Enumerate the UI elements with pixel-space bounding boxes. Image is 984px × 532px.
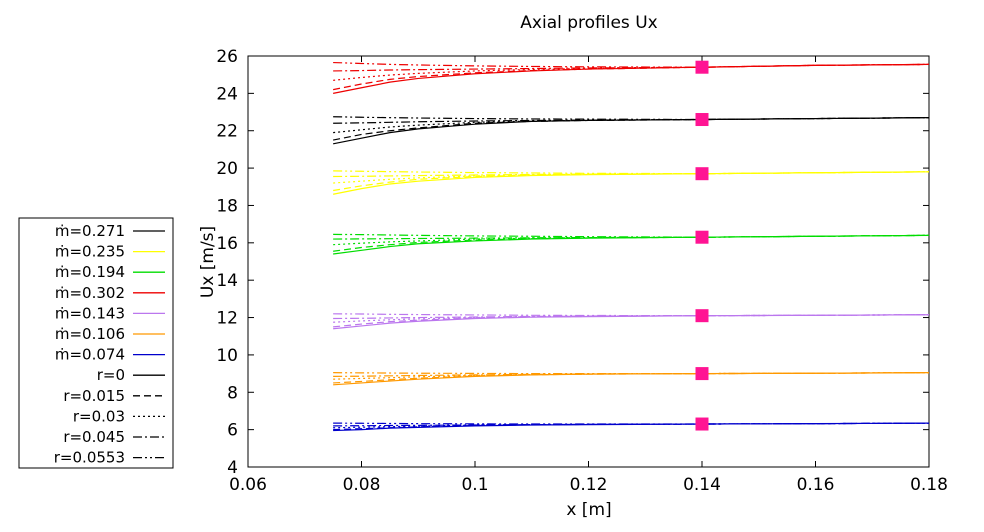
chart-title: Axial profiles Ux [520, 13, 657, 33]
data-point-marker [695, 417, 709, 431]
legend-box [18, 217, 174, 469]
series-line [333, 63, 930, 91]
data-point-marker [695, 367, 709, 381]
x-tick-label: 0.16 [797, 475, 835, 495]
legend-entry-label: r=0.015 [63, 387, 125, 405]
data-point-marker [695, 113, 709, 127]
legend-entry-label: ṁ=0.271 [55, 222, 125, 240]
data-point-marker [695, 309, 709, 323]
y-tick-label: 8 [227, 383, 238, 403]
legend-entry-label: ṁ=0.143 [55, 304, 125, 322]
legend-entry-label: r=0.0553 [54, 449, 125, 467]
y-tick-label: 6 [227, 421, 238, 441]
legend-entry-label: ṁ=0.106 [55, 325, 125, 343]
legend-entry-label: r=0.045 [63, 428, 125, 446]
y-tick-label: 4 [227, 458, 238, 478]
series-line [333, 422, 930, 425]
series-line [333, 233, 930, 238]
legend-entry-label: ṁ=0.074 [55, 346, 125, 364]
legend-entry-label: r=0 [97, 366, 125, 384]
legend-entry-label: r=0.03 [73, 407, 125, 425]
x-tick-label: 0.12 [570, 475, 608, 495]
y-tick-label: 10 [216, 346, 238, 366]
y-tick-label: 12 [216, 309, 238, 329]
x-tick-label: 0.14 [683, 475, 721, 495]
series-line [333, 313, 930, 317]
x-tick-label: 0.08 [343, 475, 381, 495]
series-line [333, 314, 930, 330]
series-line [333, 170, 930, 175]
legend-entry-label: ṁ=0.194 [55, 263, 125, 281]
y-tick-label: 20 [216, 159, 238, 179]
y-axis-label: Ux [m/s] [198, 226, 218, 298]
y-tick-label: 26 [216, 47, 238, 67]
plot-area: 0.06 0.08 0.1 0.12 0.14 0.16 0.18 4 6 8 10 12 14 16 18… [216, 47, 948, 495]
x-tick-label: 0.18 [910, 475, 948, 495]
x-axis-label: x [m] [566, 500, 611, 520]
legend-entry-label: ṁ=0.235 [55, 243, 125, 261]
legend-entry-label: ṁ=0.302 [55, 284, 125, 302]
series-line [333, 372, 930, 375]
data-point-marker [695, 60, 709, 74]
y-tick-label: 18 [216, 196, 238, 216]
series-line [333, 116, 930, 121]
x-tick-label: 0.1 [461, 475, 488, 495]
y-tick-label: 24 [216, 84, 238, 104]
legend: ṁ=0.271 ṁ=0.235 ṁ=0.194 ṁ=0.302 ṁ=0.143 ṁ=0.1… [18, 217, 174, 469]
data-point-marker [695, 167, 709, 181]
y-tick-label: 14 [216, 271, 238, 291]
data-point-marker [695, 230, 709, 244]
series-line [333, 234, 930, 252]
x-tick-label: 0.06 [229, 475, 267, 495]
y-tick-label: 16 [216, 234, 238, 254]
series-line [333, 117, 930, 141]
series-line [333, 61, 930, 68]
y-tick-label: 22 [216, 122, 238, 142]
